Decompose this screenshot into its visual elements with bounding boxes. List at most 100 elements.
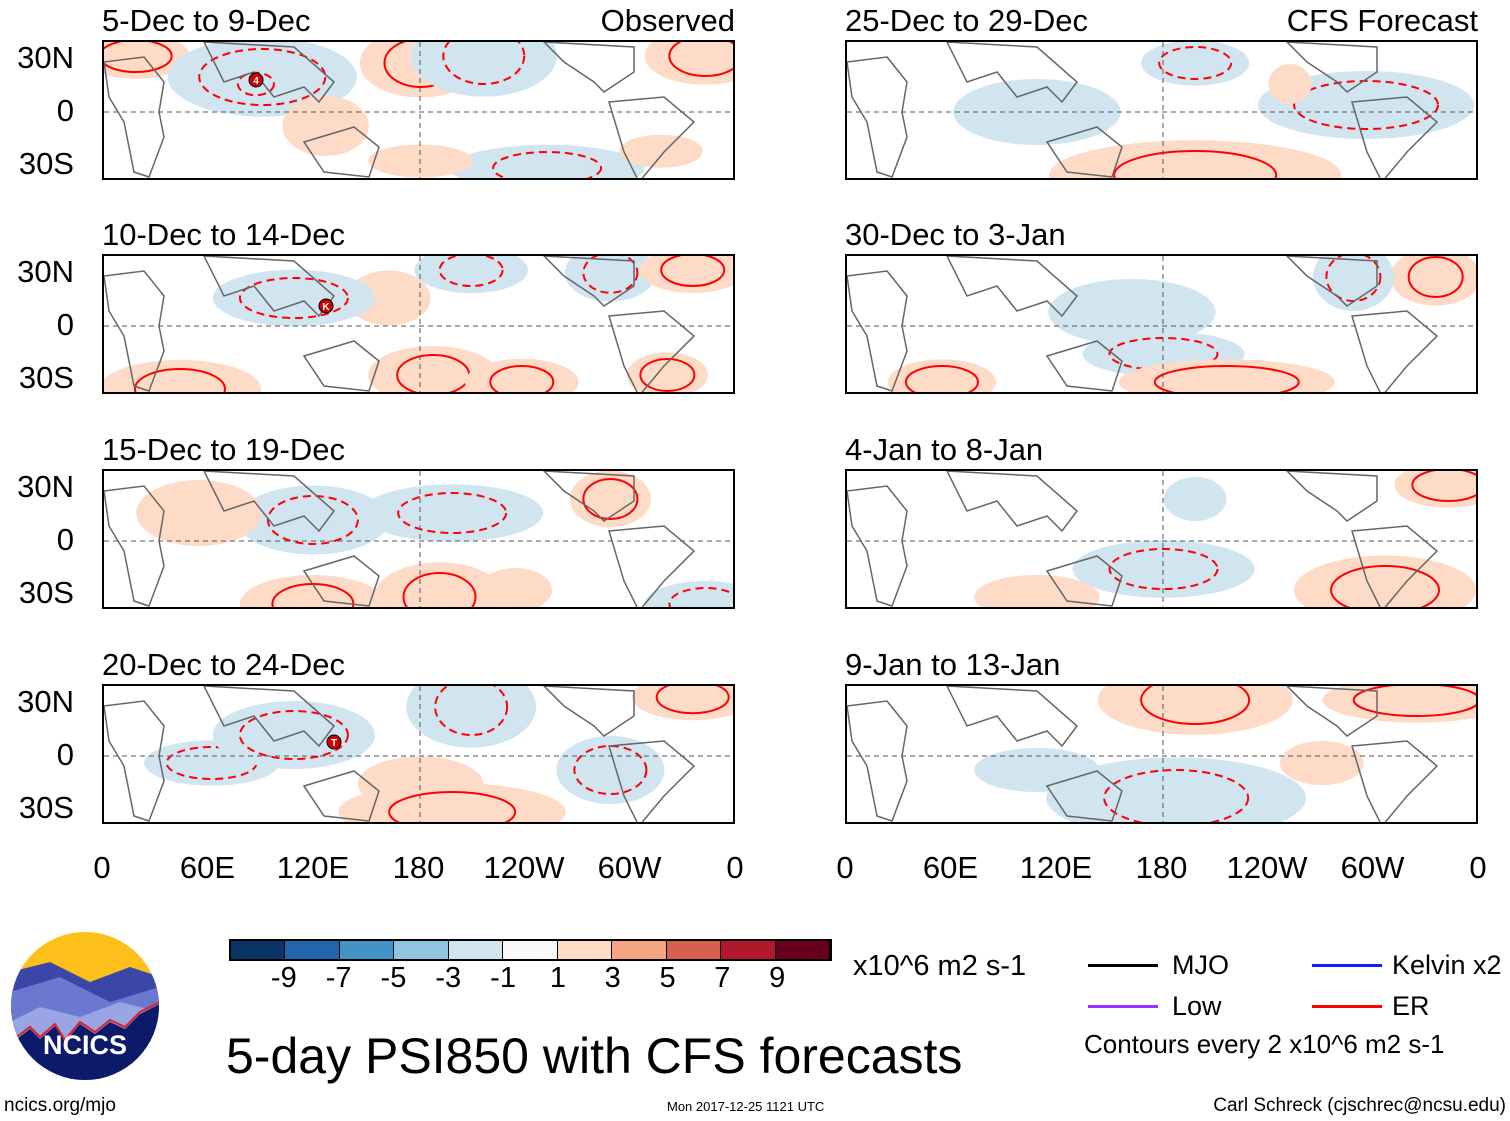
anomaly-contour <box>1046 757 1307 822</box>
lon-tick-label: 120E <box>1019 850 1093 885</box>
colorbar-tick-label: 1 <box>549 962 566 994</box>
er-contour <box>639 358 696 392</box>
anomaly-contour <box>1049 140 1342 178</box>
coastline <box>203 256 336 318</box>
er-contour <box>133 368 226 392</box>
er-contour <box>1113 150 1278 178</box>
panel-title: 10-Dec to 14-Dec <box>102 217 345 252</box>
map-panel <box>845 469 1478 609</box>
er-contour <box>1352 686 1476 717</box>
lat-tick-label: 30S <box>18 575 74 610</box>
legend-low-line <box>1088 1005 1158 1008</box>
coastline <box>1285 471 1378 522</box>
coastline <box>104 485 165 607</box>
lat-tick-label: 30S <box>18 146 74 181</box>
colorbar-swatch <box>775 941 830 959</box>
panel-title: 5-Dec to 9-Dec <box>102 3 311 38</box>
er-contour <box>388 791 517 822</box>
coastline <box>847 270 908 392</box>
colorbar-swatch <box>448 941 504 959</box>
coastline <box>104 700 165 822</box>
coastline <box>1351 96 1439 178</box>
panel-title: 4-Jan to 8-Jan <box>845 432 1044 467</box>
anomaly-contour <box>338 783 566 822</box>
er-contour <box>660 256 726 287</box>
lon-tick-label: 0 <box>1469 850 1487 885</box>
lon-tick-label: 120W <box>1226 850 1308 885</box>
er-contour <box>1293 80 1440 130</box>
coastline <box>302 770 380 822</box>
coastline <box>1045 126 1123 178</box>
er-contour <box>1411 471 1476 502</box>
map-panel: 4 <box>102 40 735 180</box>
anomaly-contour <box>887 359 996 392</box>
er-contour <box>573 745 648 795</box>
anomaly-contour <box>464 358 579 392</box>
colorbar-swatch <box>666 941 722 959</box>
coastline <box>946 686 1079 748</box>
lon-tick-label: 120E <box>276 850 350 885</box>
coastline <box>1351 740 1439 822</box>
anomaly-contour <box>449 144 645 178</box>
coastline <box>542 686 635 737</box>
lon-tick-label: 180 <box>392 850 445 885</box>
colorbar-tick-label: 7 <box>714 962 731 994</box>
contour-note: Contours every 2 x10^6 m2 s-1 <box>1084 1029 1445 1059</box>
coastline <box>1045 770 1123 822</box>
legend-low-label: Low <box>1172 991 1222 1021</box>
map-panel <box>845 684 1478 824</box>
lon-tick-label: 60E <box>922 850 979 885</box>
er-contour <box>1153 365 1300 392</box>
colorbar-swatch <box>721 941 776 959</box>
lat-tick-label: 30N <box>17 40 74 75</box>
anomaly-contour <box>478 568 553 607</box>
coastline <box>203 471 336 533</box>
lon-tick-label: 120W <box>483 850 565 885</box>
lat-tick-label: 0 <box>56 522 74 557</box>
coastline <box>302 340 380 392</box>
logo-text: NCICS <box>43 1030 127 1060</box>
lon-tick-label: 0 <box>93 850 111 885</box>
colorbar-swatch <box>557 941 613 959</box>
coastline <box>302 555 380 607</box>
anomaly-contour <box>236 485 389 555</box>
lon-tick-label: 60W <box>1340 850 1405 885</box>
ncics-logo: NCICS <box>11 932 159 1080</box>
er-contour <box>104 42 173 73</box>
anomaly-contour <box>974 748 1100 792</box>
coastline <box>542 256 635 307</box>
site-link[interactable]: ncics.org/mjo <box>4 1095 116 1116</box>
anomaly-contour <box>564 256 656 302</box>
coastline <box>608 740 696 822</box>
map-panel <box>845 254 1478 394</box>
lon-tick-label: 0 <box>836 850 854 885</box>
panel-title: 25-Dec to 29-Dec <box>845 3 1088 38</box>
er-contour <box>904 365 979 392</box>
lon-tick-label: 0 <box>726 850 744 885</box>
er-contour <box>1330 565 1441 607</box>
anomaly-contour <box>1322 686 1476 723</box>
coastline <box>542 471 635 522</box>
coastline <box>608 310 696 392</box>
anomaly-contour <box>1118 359 1335 392</box>
er-contour <box>266 495 359 545</box>
coastline <box>1285 42 1378 93</box>
storm-label: 4 <box>253 76 259 87</box>
anomaly-contour <box>974 575 1100 607</box>
coastline <box>1351 525 1439 607</box>
er-contour <box>1407 256 1464 298</box>
colorbar-tick-label: -1 <box>490 962 516 994</box>
anomaly-contour <box>1072 540 1255 598</box>
lon-tick-label: 60W <box>597 850 662 885</box>
er-contour <box>582 256 639 294</box>
anomaly-contour <box>1312 256 1394 311</box>
anomaly-contour <box>644 581 733 607</box>
anomaly-contour <box>282 96 369 156</box>
anomaly-contour <box>619 134 703 168</box>
legend-kelvin-label: Kelvin x2 <box>1392 950 1502 980</box>
er-contour <box>492 151 603 178</box>
storm-label: T <box>331 738 337 749</box>
colorbar-swatch <box>285 941 340 959</box>
anomaly-contour <box>1293 555 1476 607</box>
er-contour <box>1140 686 1251 725</box>
